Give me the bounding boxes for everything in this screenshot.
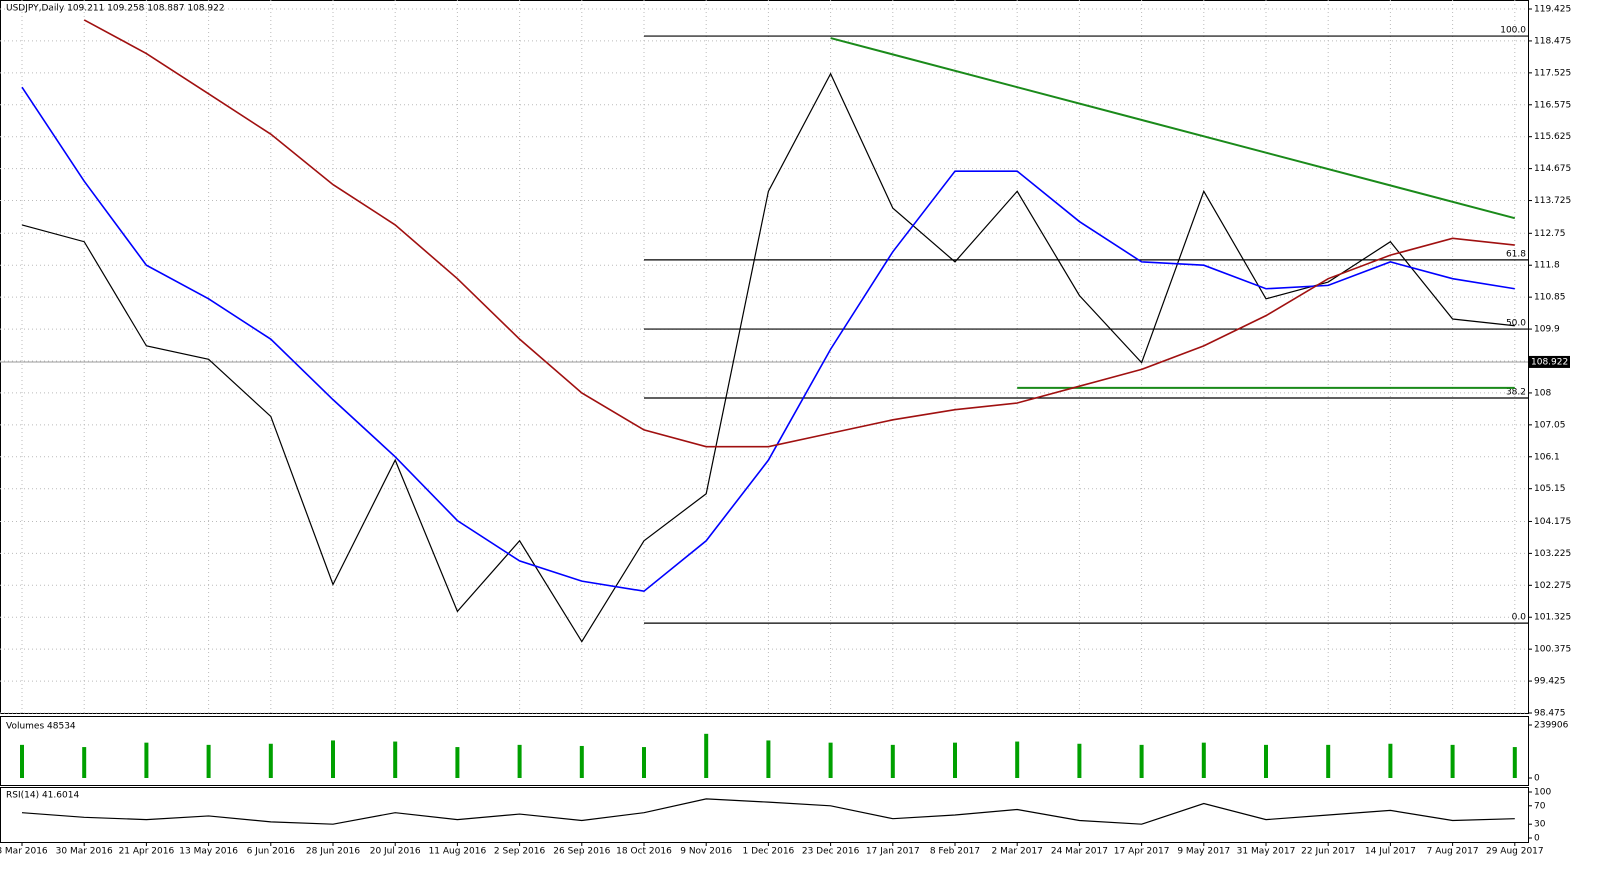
x-tick-label: 7 Aug 2017 [1427, 847, 1479, 857]
x-tick-label: 30 Mar 2016 [56, 847, 113, 857]
y-tick-label: 119.425 [1534, 5, 1571, 15]
volume-bar [1388, 743, 1393, 778]
volume-bar [82, 747, 87, 778]
y-tick-label: 116.575 [1534, 100, 1571, 110]
volume-bar [828, 742, 833, 778]
y-tick-label: 113.725 [1534, 196, 1571, 206]
volume-bar [1264, 744, 1268, 778]
x-tick-label: 17 Jan 2017 [866, 847, 920, 857]
trendline [830, 37, 1516, 220]
x-tick-label: 21 Apr 2016 [119, 847, 175, 857]
x-tick-label: 2 Sep 2016 [494, 847, 546, 857]
x-tick-label: 14 Jul 2017 [1365, 847, 1416, 857]
rsi-tick-label: 100 [1534, 788, 1551, 798]
y-tick-label: 115.625 [1534, 132, 1571, 142]
fib-label: 61.8 [1506, 249, 1526, 259]
y-tick-label: 114.675 [1534, 164, 1571, 174]
x-tick-label: 24 Mar 2017 [1051, 847, 1108, 857]
y-tick-label: 105.15 [1534, 484, 1566, 494]
volume-bar [579, 745, 584, 778]
volume-bar [517, 744, 522, 778]
volume-bar [1201, 742, 1206, 778]
x-tick-label: 9 Nov 2016 [680, 847, 732, 857]
y-tick-label: 102.275 [1534, 581, 1571, 591]
volume-bar [704, 733, 709, 778]
volume-bar [393, 741, 398, 778]
volume-bar [206, 744, 211, 778]
y-tick-label: 111.8 [1534, 261, 1560, 271]
volume-tick-label: 239906 [1534, 721, 1569, 731]
volume-bar [1015, 741, 1020, 778]
y-tick-label: 117.525 [1534, 68, 1571, 78]
y-tick-label: 99.425 [1534, 677, 1566, 687]
x-tick-label: 8 Feb 2017 [930, 847, 980, 857]
y-tick-label: 110.85 [1534, 293, 1566, 303]
volume-bar [766, 740, 771, 778]
rsi-frame [0, 787, 1529, 843]
x-tick-label: 1 Dec 2016 [743, 847, 795, 857]
x-tick-label: 9 May 2017 [1177, 847, 1230, 857]
volume-bar [268, 743, 273, 778]
volume-bar [642, 747, 646, 778]
last-price-label: 108.922 [1531, 357, 1568, 367]
x-tick-label: 26 Sep 2016 [553, 847, 610, 857]
rsi-tick-label: 70 [1534, 801, 1546, 811]
fib-label: 100.0 [1500, 26, 1526, 36]
volume-bar [20, 744, 24, 778]
x-tick-label: 2 Mar 2017 [992, 847, 1043, 857]
volume-bar [455, 747, 460, 778]
rsi-title: RSI(14) 41.6014 [6, 791, 79, 801]
volume-bar [1077, 743, 1082, 778]
y-tick-label: 107.05 [1534, 420, 1566, 430]
volume-frame [0, 716, 1529, 786]
x-tick-label: 23 Dec 2016 [802, 847, 860, 857]
y-tick-label: 100.375 [1534, 645, 1571, 655]
volume-bar [1326, 744, 1331, 778]
y-tick-label: 118.475 [1534, 36, 1571, 46]
x-tick-label: 8 Mar 2016 [0, 847, 48, 857]
volume-bar [890, 744, 895, 778]
series-line [21, 72, 1515, 643]
fib-label: 38.2 [1506, 387, 1526, 397]
series-line [21, 86, 1515, 593]
rsi-tick-label: 30 [1534, 820, 1546, 830]
volume-title: Volumes 48534 [6, 722, 76, 732]
x-tick-label: 20 Jul 2016 [370, 847, 421, 857]
rsi-line [21, 798, 1515, 825]
y-tick-label: 106.1 [1534, 452, 1560, 462]
x-tick-label: 17 Apr 2017 [1114, 847, 1170, 857]
y-tick-label: 112.75 [1534, 229, 1566, 239]
volume-bar [1139, 744, 1144, 778]
x-tick-label: 6 Jun 2016 [247, 847, 296, 857]
y-tick-label: 101.325 [1534, 613, 1571, 623]
last-price-box [1528, 355, 1570, 368]
volume-tick-label: 0 [1534, 774, 1540, 784]
x-tick-label: 29 Aug 2017 [1486, 847, 1544, 857]
x-tick-label: 22 Jun 2017 [1301, 847, 1355, 857]
y-tick-label: 103.225 [1534, 549, 1571, 559]
volume-bar [1512, 747, 1517, 778]
x-tick-label: 13 May 2016 [179, 847, 238, 857]
x-tick-label: 28 Jun 2016 [306, 847, 360, 857]
y-tick-label: 98.475 [1534, 709, 1566, 719]
fib-label: 0.0 [1512, 613, 1527, 623]
volume-bar [1450, 744, 1455, 778]
x-tick-label: 18 Oct 2016 [616, 847, 672, 857]
y-tick-label: 104.175 [1534, 517, 1571, 527]
series-line [83, 19, 1515, 448]
rsi-tick-label: 0 [1534, 834, 1540, 844]
x-tick-label: 31 May 2017 [1237, 847, 1296, 857]
chart-title: USDJPY,Daily 109.211 109.258 108.887 108… [6, 4, 225, 14]
y-tick-label: 108 [1534, 388, 1551, 398]
volume-bar [144, 742, 149, 778]
volume-bar [331, 740, 335, 778]
y-tick-label: 109.9 [1534, 325, 1560, 335]
x-tick-label: 11 Aug 2016 [429, 847, 487, 857]
fib-label: 50.0 [1506, 319, 1526, 329]
volume-bar [953, 742, 957, 778]
